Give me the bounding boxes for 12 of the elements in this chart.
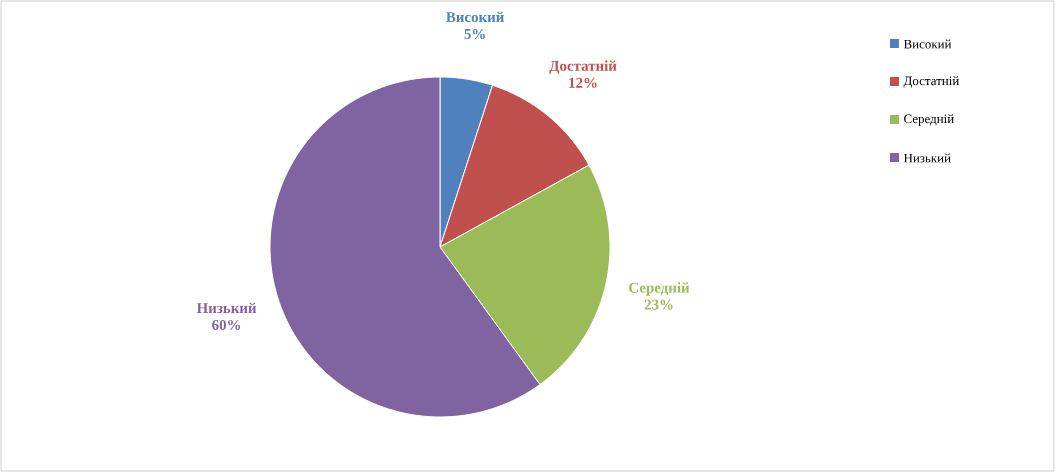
legend-label: Низький: [903, 153, 951, 163]
legend-label: Середній: [904, 114, 954, 126]
legend-label: Високий: [903, 39, 952, 49]
slice-label: Середній: [629, 282, 690, 296]
data-label: 23%: [644, 299, 673, 310]
data-label: 12%: [569, 77, 597, 88]
legend-label: Достатній: [903, 76, 959, 88]
data-label: 5%: [464, 28, 485, 40]
slice-label: Достатній: [549, 60, 617, 74]
slice-label: Низький: [196, 302, 257, 314]
data-label: 60%: [212, 319, 241, 331]
slice-label: Високий: [446, 11, 504, 23]
